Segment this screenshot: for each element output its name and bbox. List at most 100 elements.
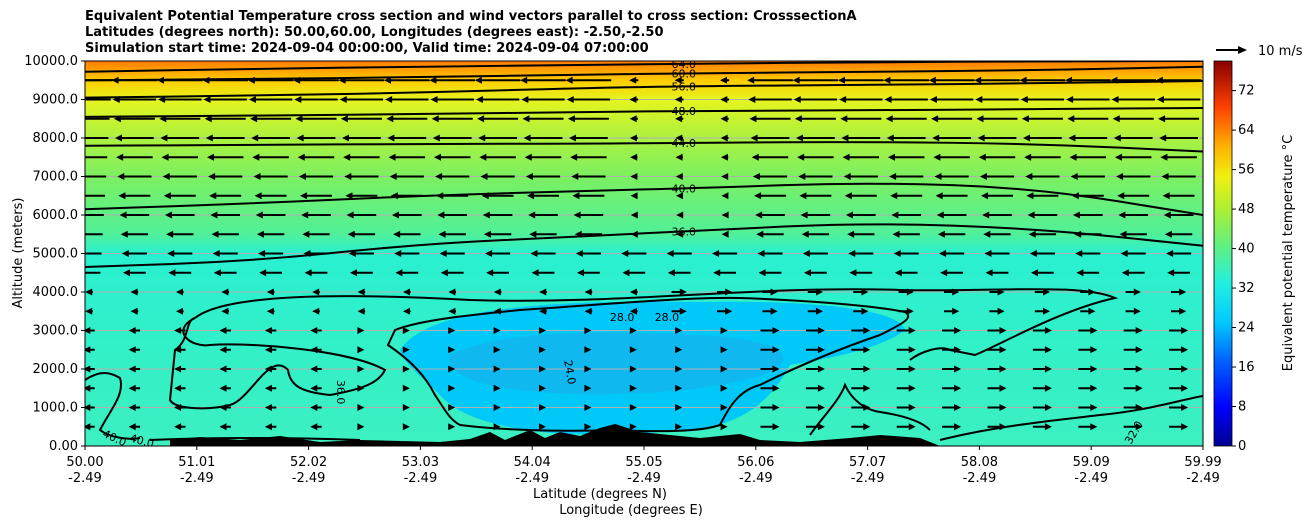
wind-vector-head: [1179, 288, 1187, 296]
contour-line: [85, 61, 1203, 73]
wind-vector-head: [621, 250, 629, 257]
wind-vector-head: [530, 250, 538, 257]
wind-vector-head: [128, 365, 136, 373]
x-tick-label-lat: 59.99: [1184, 455, 1221, 470]
wind-vector-head: [436, 192, 444, 200]
wind-vector-head: [891, 211, 899, 219]
wind-vector-head: [219, 346, 227, 354]
wind-vector-head: [894, 269, 902, 277]
wind-vector-head: [817, 346, 825, 354]
wind-vector-head: [256, 230, 264, 238]
wind-vector-head: [539, 423, 546, 431]
wind-vector-head: [758, 269, 766, 277]
wind-vector-head: [448, 327, 456, 334]
wind-vector-head: [997, 307, 1005, 315]
wind-vector-head: [258, 250, 266, 257]
wind-vector-head: [752, 173, 760, 180]
x-tick-label-lat: 55.05: [625, 455, 662, 470]
wind-vector-head: [999, 327, 1007, 334]
wind-vector-head: [675, 134, 683, 142]
wind-vector-head: [174, 365, 182, 373]
wind-vector-head: [1135, 365, 1143, 373]
wind-vector-head: [1026, 192, 1034, 200]
x-tick-label-lon: -2.49: [851, 471, 885, 486]
wind-vector-head: [1158, 115, 1166, 123]
wind-vector-head: [1072, 211, 1080, 219]
wind-vector-head: [679, 288, 687, 296]
wind-vector-head: [1181, 384, 1189, 392]
wind-vector-head: [939, 250, 947, 257]
wind-vector-head: [629, 134, 637, 142]
wind-vector-head: [310, 384, 318, 392]
wind-vector-head: [432, 134, 440, 142]
wind-vector-head: [1088, 307, 1096, 315]
wind-vector-head: [1090, 384, 1098, 392]
wind-vector-head: [679, 307, 687, 315]
x-tick-label-lon: -2.49: [180, 471, 214, 486]
colorbar-tick-label: 24: [1238, 321, 1255, 336]
wind-vector-head: [863, 346, 871, 354]
wind-vector-head: [161, 153, 169, 161]
wind-vector-head: [757, 250, 765, 257]
wind-vector-head: [720, 76, 728, 84]
wind-vector-head: [1031, 269, 1038, 277]
wind-vector-head: [1043, 288, 1050, 296]
wind-vector-head: [817, 423, 825, 431]
wind-vector-head: [255, 211, 263, 219]
wind-vector-head: [248, 96, 256, 103]
colorbar-tick-label: 40: [1238, 242, 1255, 257]
wind-vector-head: [889, 173, 897, 180]
wind-vector-head: [312, 288, 320, 296]
x-axis-label-latitude: Latitude (degrees N): [533, 487, 667, 502]
x-tick-label-lat: 53.03: [402, 455, 439, 470]
x-tick-label-lon: -2.49: [627, 471, 661, 486]
wind-vector-head: [747, 76, 755, 84]
wind-vector-head: [908, 404, 916, 411]
wind-vector-head: [1068, 134, 1076, 142]
wind-vector-head: [721, 230, 729, 238]
wind-vector-head: [219, 384, 227, 392]
wind-vector-head: [483, 230, 491, 238]
wind-vector-head: [675, 153, 683, 161]
wind-vector-head: [339, 96, 347, 103]
wind-vector-head: [976, 115, 984, 123]
wind-vector-head: [884, 96, 892, 103]
contour-lines: [85, 61, 1203, 268]
wind-vector-head: [493, 384, 501, 392]
wind-vector-head: [713, 269, 721, 277]
wind-vector-head: [629, 423, 637, 431]
wind-vector-head: [310, 404, 318, 411]
x-tick-label-lat: 51.01: [178, 455, 215, 470]
wind-vector-head: [676, 192, 684, 200]
wind-vector-head: [999, 346, 1007, 354]
wind-vector-head: [1120, 250, 1128, 257]
wind-vector-head: [720, 365, 728, 373]
wind-vector-head: [1044, 365, 1052, 373]
wind-vector-head: [264, 404, 272, 411]
x-tick-label-lon: -2.49: [739, 471, 773, 486]
y-tick-label: 5000.0: [33, 247, 79, 262]
wind-vector-head: [887, 153, 895, 161]
wind-vector-head: [629, 384, 637, 392]
wind-vector-head: [893, 250, 901, 257]
wind-vector-head: [838, 76, 845, 84]
wind-vector-head: [167, 250, 175, 257]
wind-vector-head: [119, 211, 127, 219]
wind-vector-head: [934, 173, 942, 180]
wind-vector-head: [725, 307, 733, 315]
wind-vector-head: [429, 76, 437, 84]
contour-label: 60.0: [671, 67, 696, 80]
terrain: [170, 424, 940, 446]
wind-vector-head: [844, 192, 852, 200]
wind-vector-head: [448, 384, 456, 392]
wind-vector-head: [219, 404, 227, 411]
x-tick-label-lat: 52.02: [290, 455, 327, 470]
wind-vector-head: [720, 423, 728, 431]
contour-line: [85, 106, 1203, 118]
wind-vector-head: [1044, 404, 1052, 411]
wind-vector-head: [772, 423, 780, 431]
wind-vector-head: [794, 115, 802, 123]
wind-vector-head: [843, 173, 851, 180]
contour-label: 44.0: [671, 137, 696, 150]
wind-vector-head: [584, 346, 592, 354]
